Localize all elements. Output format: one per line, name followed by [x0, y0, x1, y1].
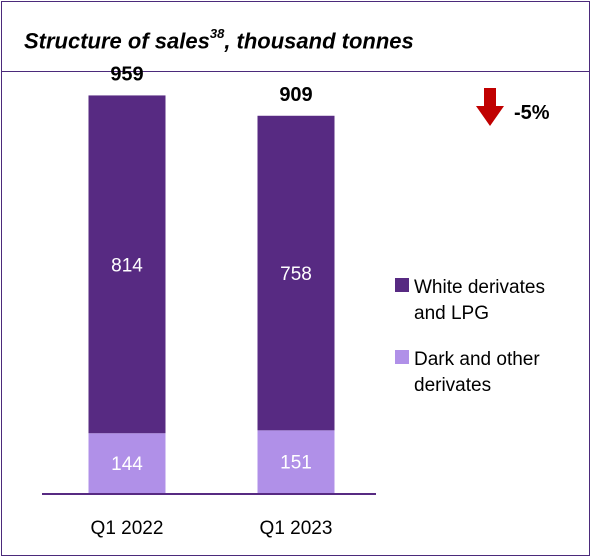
category-tick-label: Q1 2023: [260, 518, 333, 539]
chart-title: Structure of sales38, thousand tonnes: [24, 26, 414, 54]
legend-swatch: [395, 350, 409, 364]
bar-segment: [257, 115, 335, 431]
segment-value-label: 144: [111, 454, 143, 475]
segment-value-label: 814: [111, 255, 143, 276]
bar-total-label: 909: [279, 84, 312, 106]
title-bar: Structure of sales38, thousand tonnes: [2, 2, 589, 72]
title-main: Structure of sales: [24, 28, 210, 54]
bar-segment: [257, 430, 335, 493]
change-label: -5%: [514, 102, 550, 124]
legend-label: and LPG: [414, 303, 489, 324]
segment-value-label: 758: [280, 264, 312, 285]
bars-layer: 144 814 959 Q1 2022 151 758 909 Q1 2023: [88, 63, 335, 539]
legend-label: Dark and other: [414, 349, 540, 370]
category-tick-label: Q1 2022: [91, 518, 164, 539]
change-indicator: -5%: [476, 88, 550, 126]
legend-label: derivates: [414, 375, 491, 396]
bar-segment: [88, 95, 166, 434]
title-footnote: 38: [209, 26, 225, 41]
bar-segment: [88, 433, 166, 493]
legend-label: White derivates: [414, 277, 545, 298]
down-arrow-icon: [476, 88, 504, 126]
legend: White derivates and LPG Dark and other deri…: [395, 277, 545, 396]
segment-value-label: 151: [280, 453, 312, 474]
title-suffix: , thousand tonnes: [224, 28, 414, 54]
legend-swatch: [395, 278, 409, 292]
bar-total-label: 959: [110, 63, 143, 85]
